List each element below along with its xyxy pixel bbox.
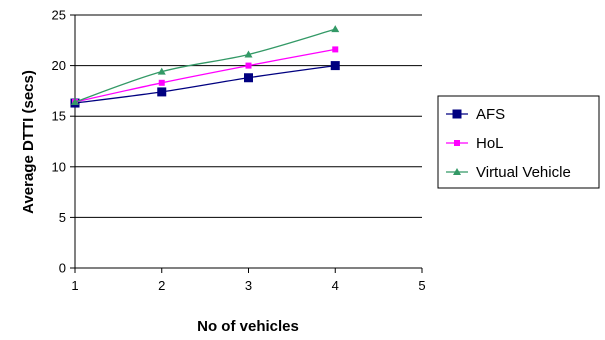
data-point-afs-3 xyxy=(244,73,253,83)
data-point-virtual-vehicle-3 xyxy=(244,50,253,58)
legend-item-afs: AFS xyxy=(446,106,505,123)
legend: AFS HoL Virtual Vehicle xyxy=(437,95,600,189)
x-axis-title: No of vehicles xyxy=(197,318,299,335)
legend-box xyxy=(437,95,600,189)
x-tick-label-5: 5 xyxy=(418,278,425,293)
x-tick-label-4: 4 xyxy=(332,278,339,293)
data-point-hol-4 xyxy=(332,46,339,53)
x-tick-label-3: 3 xyxy=(245,278,252,293)
x-tick-labels: 1 2 3 4 5 xyxy=(71,278,425,293)
series-afs xyxy=(70,61,340,108)
data-point-afs-4 xyxy=(330,61,340,71)
y-tick-label-5: 5 xyxy=(59,210,66,225)
data-point-hol-2 xyxy=(158,79,165,86)
y-tick-label-20: 20 xyxy=(52,58,66,73)
y-axis-title: Average DTTI (secs) xyxy=(20,70,37,214)
legend-marker-virtual-vehicle xyxy=(453,168,461,175)
legend-item-virtual-vehicle: Virtual Vehicle xyxy=(446,164,571,181)
y-tick-label-15: 15 xyxy=(52,109,66,124)
data-point-virtual-vehicle-4 xyxy=(331,25,340,33)
legend-label-virtual-vehicle: Virtual Vehicle xyxy=(476,164,571,181)
series-line-virtual-vehicle xyxy=(74,28,336,103)
series-group xyxy=(70,25,340,108)
legend-item-hol: HoL xyxy=(446,135,504,152)
data-point-afs-2 xyxy=(157,87,167,97)
x-tick-label-2: 2 xyxy=(158,278,165,293)
legend-label-afs: AFS xyxy=(476,106,505,123)
legend-marker-afs xyxy=(452,109,462,119)
data-point-virtual-vehicle-1 xyxy=(71,98,79,106)
grid-lines xyxy=(75,14,422,218)
series-hol xyxy=(72,46,339,106)
series-virtual-vehicle xyxy=(71,25,340,106)
axes xyxy=(70,14,423,273)
x-tick-label-1: 1 xyxy=(71,278,78,293)
legend-marker-hol xyxy=(454,140,460,146)
data-point-virtual-vehicle-2 xyxy=(157,67,166,75)
y-tick-label-25: 25 xyxy=(52,8,66,23)
data-point-hol-3 xyxy=(245,62,252,69)
y-tick-label-0: 0 xyxy=(59,261,66,276)
y-tick-labels: 0 5 10 15 20 25 xyxy=(52,8,66,276)
series-line-afs xyxy=(74,64,336,104)
series-line-hol xyxy=(74,48,336,103)
legend-label-hol: HoL xyxy=(476,135,504,152)
y-tick-label-10: 10 xyxy=(52,159,66,174)
